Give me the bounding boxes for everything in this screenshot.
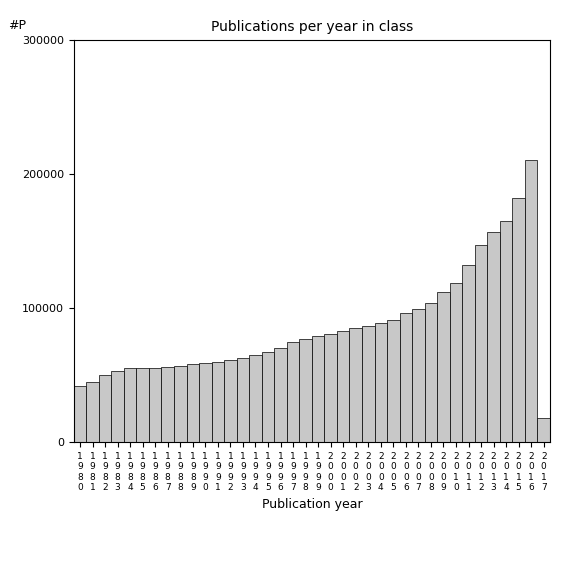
Bar [287,341,299,442]
Bar [187,365,199,442]
Bar [262,352,274,442]
Bar [412,310,425,442]
Bar [162,367,174,442]
Bar [450,282,462,442]
Bar [236,358,249,442]
Bar [174,366,187,442]
Bar [487,231,500,442]
Bar [74,386,86,442]
Y-axis label: #P: #P [7,19,26,32]
Bar [500,221,513,442]
Bar [462,265,475,442]
Bar [124,369,137,442]
Bar [525,160,538,442]
Bar [274,348,287,442]
Bar [387,320,400,442]
Bar [349,328,362,442]
Bar [437,292,450,442]
Bar [375,323,387,442]
Bar [86,382,99,442]
Bar [299,339,312,442]
Bar [337,331,349,442]
Bar [513,198,525,442]
Bar [149,369,162,442]
Bar [211,362,224,442]
Bar [538,418,550,442]
X-axis label: Publication year: Publication year [261,498,362,511]
Bar [199,363,211,442]
Bar [475,245,487,442]
Bar [224,361,236,442]
Bar [111,371,124,442]
Bar [249,355,262,442]
Bar [324,333,337,442]
Title: Publications per year in class: Publications per year in class [211,20,413,35]
Bar [362,325,375,442]
Bar [312,336,324,442]
Bar [137,369,149,442]
Bar [400,314,412,442]
Bar [99,375,111,442]
Bar [425,303,437,442]
